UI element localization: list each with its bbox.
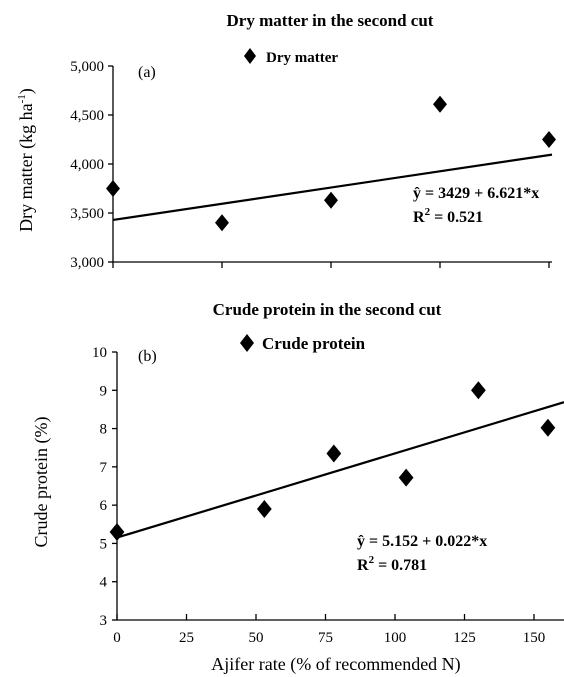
r-squared-dry-matter: R2 = 0.521 — [413, 206, 483, 226]
y-tick-label: 3,000 — [70, 255, 104, 271]
x-tick-label: 75 — [318, 630, 333, 646]
trendline-dry-matter — [112, 153, 553, 222]
data-point — [109, 522, 125, 541]
y-tick-label: 3 — [100, 613, 108, 629]
y-tick-label: 4,500 — [70, 108, 104, 124]
data-point — [324, 191, 338, 209]
y-tick-label: 4,000 — [70, 157, 104, 173]
y-axis-label-dry-matter: Dry matter (kg ha-1) — [16, 88, 37, 232]
legend-label-dry-matter: Dry matter — [266, 50, 338, 66]
x-axis-label: Ajifer rate (% of recommended N) — [211, 654, 460, 675]
legend-marker-dry-matter — [244, 48, 256, 64]
data-point — [106, 180, 120, 197]
y-tick-label: 8 — [100, 422, 108, 438]
panel-label-a: (a) — [138, 64, 156, 81]
x-tick-label: 125 — [453, 630, 476, 646]
data-point — [471, 381, 486, 400]
y-tick-label: 6 — [100, 498, 108, 514]
data-point — [542, 131, 556, 148]
data-point — [398, 468, 414, 487]
x-tick-label: 50 — [249, 630, 264, 646]
r-squared-crude-protein: R2 = 0.781 — [357, 554, 427, 574]
legend-crude-protein: Crude protein — [240, 334, 366, 353]
data-point — [326, 444, 342, 463]
y-tick-label: 3,500 — [70, 206, 104, 222]
y-tick-label: 5 — [100, 536, 108, 552]
data-point — [433, 95, 447, 113]
x-tick-label: 100 — [384, 630, 407, 646]
x-tick-label: 0 — [113, 630, 121, 646]
legend-dry-matter: Dry matter — [244, 48, 338, 66]
legend-marker-crude-protein — [240, 334, 254, 352]
data-point — [215, 214, 229, 232]
legend-label-crude-protein: Crude protein — [262, 334, 366, 353]
y-tick-label: 9 — [100, 383, 108, 399]
y-axis-label-crude-protein: Crude protein (%) — [31, 417, 52, 548]
trendline-crude-protein — [116, 401, 564, 539]
chart-dry-matter: Dry matter in the second cut (a) Dry mat… — [16, 11, 556, 271]
data-point — [256, 499, 272, 518]
equation-crude-protein: ŷ = 5.152 + 0.022*x — [357, 533, 487, 550]
chart-title-dry-matter: Dry matter in the second cut — [227, 11, 434, 30]
equation-dry-matter: ŷ = 3429 + 6.621*x — [413, 185, 539, 202]
y-tick-label: 7 — [100, 460, 108, 476]
x-tick-label: 150 — [523, 630, 546, 646]
y-tick-label: 5,000 — [70, 59, 104, 75]
panel-label-b: (b) — [138, 348, 157, 365]
chart-title-crude-protein: Crude protein in the second cut — [213, 300, 442, 319]
y-tick-label: 10 — [92, 345, 107, 361]
x-tick-label: 25 — [179, 630, 194, 646]
data-point — [540, 418, 556, 437]
chart-crude-protein: Crude protein in the second cut (b) Crud… — [31, 300, 564, 675]
y-tick-label: 4 — [100, 575, 108, 591]
